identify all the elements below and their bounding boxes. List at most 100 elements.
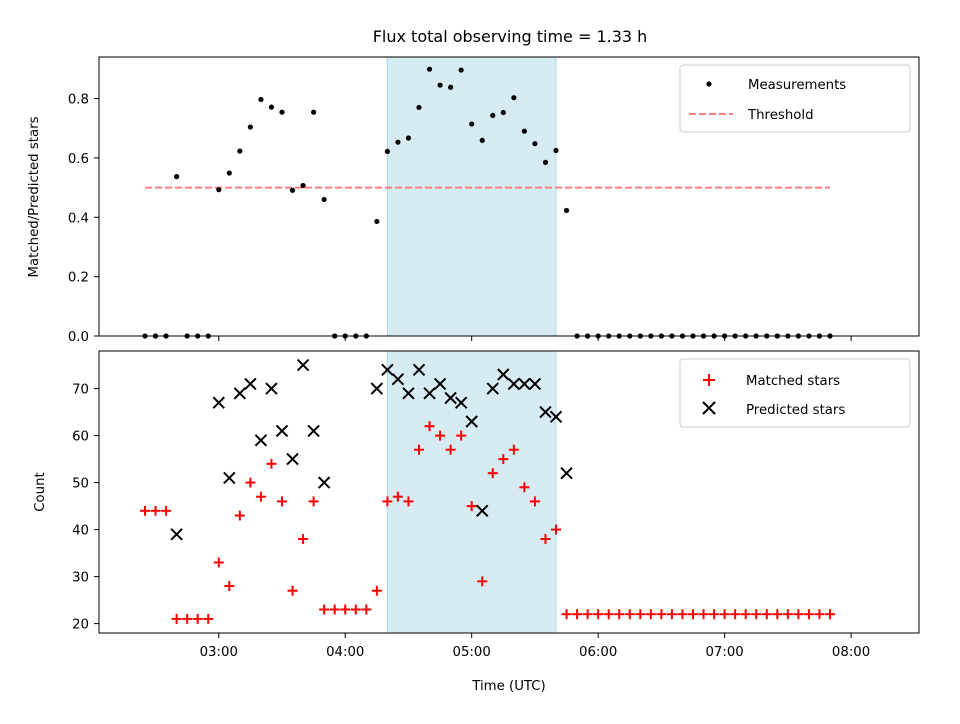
x-tick-label: 07:00 (705, 645, 743, 660)
predicted-stars-point (433, 377, 447, 391)
bottom-panel: 20 30 40 50 60 70 03:00 04:00 05:00 06:00 07:00 08… (33, 350, 920, 694)
predicted-stars-points (170, 358, 573, 541)
matched-stars-point (751, 609, 762, 620)
measurement-point (374, 218, 380, 225)
y-tick-label: 0.4 (68, 211, 89, 226)
bottom-x-ticks: 03:00 04:00 05:00 06:00 07:00 08:00 (200, 633, 870, 660)
predicted-stars-point (381, 363, 394, 377)
predicted-stars-point (528, 377, 542, 391)
bottom-shaded-interval (386, 350, 557, 634)
top-axes-frame (98, 56, 920, 337)
predicted-stars-point (244, 377, 257, 391)
matched-stars-point (350, 604, 361, 615)
measurement-point (405, 135, 412, 141)
measurement-point (247, 124, 253, 130)
x-tick-label: 04:00 (326, 645, 364, 660)
y-tick-label: 60 (72, 430, 89, 445)
measurement-point (311, 109, 317, 115)
matched-stars-point (329, 604, 340, 615)
measurement-point (542, 159, 549, 165)
matched-stars-point (456, 430, 467, 441)
legend-measurements-label: Measurements (748, 78, 846, 93)
bottom-legend: Matched stars Predicted stars (679, 358, 911, 428)
y-tick-label: 0.8 (68, 93, 89, 108)
predicted-stars-point (286, 452, 299, 466)
matched-stars-point (171, 613, 182, 624)
matched-stars-point (709, 609, 720, 620)
predicted-stars-point (465, 415, 478, 428)
matched-stars-point (498, 454, 509, 465)
predicted-stars-point (412, 363, 426, 377)
chart-title: Flux total observing time = 1.33 h (373, 27, 648, 46)
matched-stars-point (224, 581, 235, 591)
measurement-point (174, 174, 180, 180)
measurement-point (469, 121, 475, 127)
measurement-point (395, 139, 401, 145)
measurement-point (289, 187, 296, 193)
matched-stars-point (414, 444, 424, 455)
legend-matched-label: Matched stars (746, 374, 840, 389)
y-tick-label: 0.2 (68, 271, 89, 286)
y-tick-label: 20 (72, 618, 89, 633)
matched-stars-point (730, 609, 741, 620)
matched-stars-point (793, 609, 804, 620)
matched-stars-point (203, 613, 214, 624)
measurement-point (532, 141, 538, 147)
matched-stars-points (140, 421, 835, 624)
matched-stars-point (150, 505, 161, 516)
predicted-stars-point (454, 396, 468, 409)
matched-stars-point (192, 613, 203, 624)
measurement-point (448, 84, 454, 90)
measurement-point (437, 82, 443, 88)
measurement-point (521, 128, 527, 134)
bottom-axes-frame (98, 350, 920, 634)
top-legend-box (679, 64, 911, 133)
measurement-point (268, 104, 275, 110)
measurement-point (226, 170, 232, 176)
matched-stars-point (561, 609, 572, 620)
measurement-point (511, 95, 517, 101)
x-tick-label: 08:00 (832, 645, 870, 660)
matched-stars-point (371, 585, 382, 596)
predicted-stars-point (560, 466, 573, 480)
shaded-interval-band (386, 350, 557, 634)
measurement-point (216, 187, 222, 193)
top-shaded-interval (386, 56, 557, 337)
matched-stars-point (466, 501, 477, 512)
legend-matched-marker (703, 374, 715, 386)
measurement-point (426, 66, 433, 72)
top-y-axis-label: Matched/Predicted stars (27, 116, 42, 277)
matched-stars-point (761, 609, 772, 620)
matched-stars-point (477, 576, 488, 587)
bottom-y-ticks: 20 30 40 50 60 70 (72, 383, 99, 633)
matched-stars-point (255, 491, 266, 502)
predicted-stars-point (370, 382, 384, 395)
measurement-point (300, 182, 306, 189)
predicted-stars-point (265, 382, 278, 395)
matched-stars-point (140, 505, 150, 516)
matched-stars-point (403, 496, 414, 507)
x-tick-label: 03:00 (200, 645, 238, 660)
matched-stars-point (382, 496, 393, 507)
matched-stars-point (740, 609, 751, 620)
matched-stars-point (645, 609, 656, 620)
matched-stars-point (529, 496, 540, 507)
matched-stars-point (182, 613, 193, 624)
legend-predicted-label: Predicted stars (746, 403, 845, 418)
measurement-point (458, 67, 464, 73)
predicted-stars-point (539, 405, 552, 419)
predicted-stars-point (391, 372, 405, 386)
y-tick-label: 30 (72, 571, 89, 586)
matched-stars-point (825, 609, 835, 620)
matched-stars-point (277, 496, 287, 507)
predicted-stars-point (402, 387, 415, 400)
legend-threshold-label: Threshold (747, 108, 814, 123)
matched-stars-point (266, 458, 277, 469)
measurement-point (237, 148, 243, 154)
matched-stars-point (614, 609, 625, 620)
measurement-point (563, 207, 570, 214)
x-tick-label: 06:00 (579, 645, 617, 660)
matched-stars-point (161, 505, 172, 516)
matched-stars-point (319, 604, 330, 615)
top-legend: Measurements Threshold (679, 64, 911, 133)
